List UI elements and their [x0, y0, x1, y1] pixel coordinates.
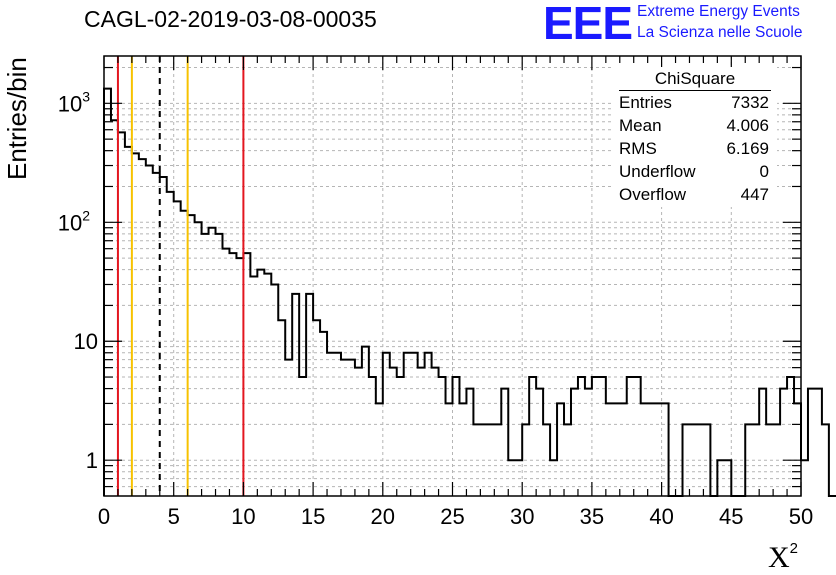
stats-label: Entries: [619, 93, 672, 112]
stats-box-title: ChiSquare: [619, 67, 771, 91]
logo-line-2: La Scienza nelle Scuole: [637, 24, 803, 41]
stats-box: ChiSquare Entries 7332 Mean 4.006 RMS 6.169…: [613, 67, 777, 207]
x-tick-label: 5: [168, 504, 180, 529]
stats-row: Mean 4.006: [613, 114, 777, 137]
stats-row: Underflow 0: [613, 160, 777, 183]
x-axis-label-sup: 2: [789, 540, 799, 557]
stats-value: 7332: [731, 93, 769, 112]
x-tick-label: 10: [231, 504, 255, 529]
y-tick-label: 10: [74, 329, 98, 354]
x-tick-label: 50: [789, 504, 813, 529]
stats-row: Entries 7332: [613, 91, 777, 114]
eee-logo-mark: EEE: [543, 0, 633, 49]
stats-label: RMS: [619, 139, 657, 158]
y-tick-label: 1: [86, 448, 98, 473]
x-axis-label-base: X: [768, 541, 790, 574]
chart-title: CAGL-02-2019-03-08-00035: [84, 6, 377, 32]
y-tick-label: 103: [58, 88, 90, 116]
tick-labels: 0 5 10 15 20 25 30 35 40 45 50 1 10 102 103: [58, 88, 814, 529]
stats-label: Overflow: [619, 185, 687, 204]
stats-row: Overflow 447: [613, 183, 777, 206]
stats-value: 4.006: [726, 116, 769, 135]
stats-label: Mean: [619, 116, 662, 135]
x-tick-label: 35: [580, 504, 604, 529]
x-tick-label: 40: [649, 504, 673, 529]
logo-line-1: Extreme Energy Events: [637, 3, 800, 20]
x-tick-label: 30: [510, 504, 534, 529]
x-tick-label: 45: [719, 504, 743, 529]
reference-lines: [116, 56, 245, 496]
x-tick-label: 20: [371, 504, 395, 529]
stats-value: 0: [759, 162, 769, 181]
y-axis-label: Entries/bin: [2, 57, 32, 180]
stats-label: Underflow: [619, 162, 696, 181]
stats-value: 6.169: [726, 139, 769, 158]
stats-value: 447: [740, 185, 769, 204]
x-tick-label: 25: [440, 504, 464, 529]
x-tick-label: 0: [98, 504, 110, 529]
x-axis-label: X2: [768, 540, 798, 575]
grid: [104, 56, 801, 496]
stats-row: RMS 6.169: [613, 137, 777, 160]
y-tick-label: 102: [58, 207, 90, 235]
x-tick-label: 15: [301, 504, 325, 529]
axis-ticks: [103, 56, 802, 496]
